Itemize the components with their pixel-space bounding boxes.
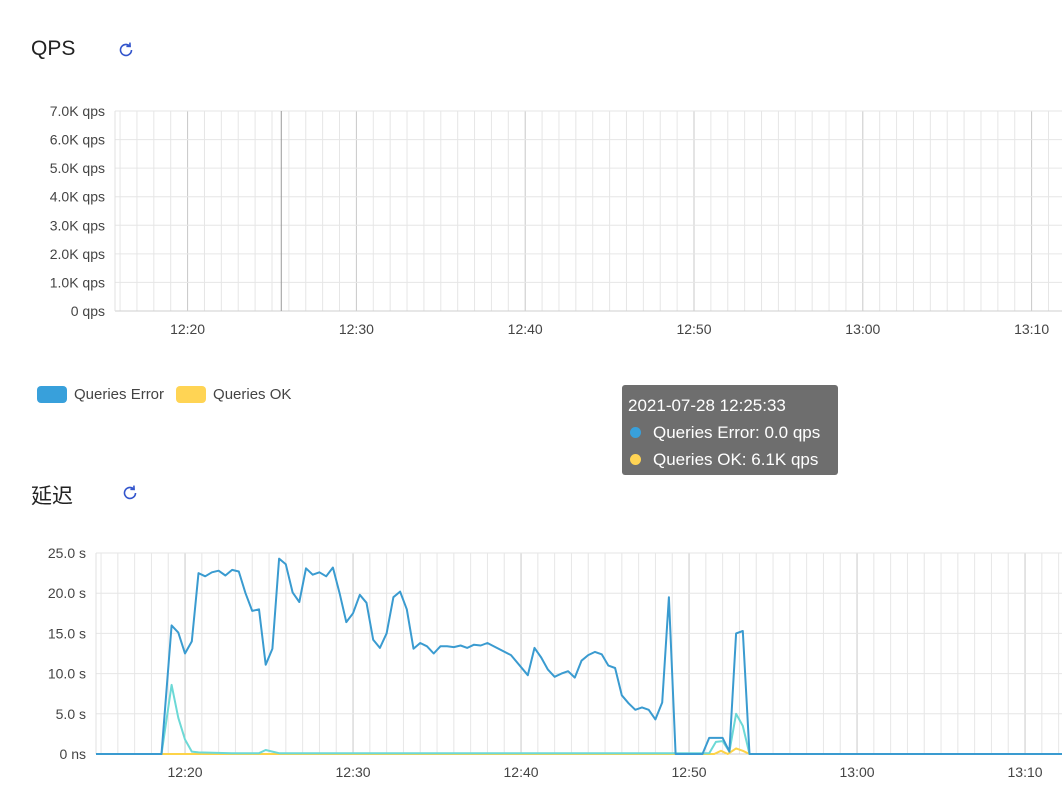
latency-title: 延迟 bbox=[31, 485, 73, 508]
qps-y-tick-label: 3.0K qps bbox=[50, 217, 105, 233]
qps-y-tick-label: 6.0K qps bbox=[50, 132, 105, 148]
latency-y-tick-label: 15.0 s bbox=[48, 625, 86, 641]
latency-x-tick-label: 12:30 bbox=[336, 764, 371, 780]
qps-refresh-icon[interactable] bbox=[116, 40, 136, 60]
qps-x-tick-label: 13:00 bbox=[845, 321, 880, 337]
legend-swatch-queries-error bbox=[37, 386, 67, 403]
tooltip-time: 2021-07-28 12:25:33 bbox=[628, 396, 786, 415]
latency-x-tick-label: 12:40 bbox=[504, 764, 539, 780]
legend-label-queries-error: Queries Error bbox=[74, 386, 165, 403]
qps-y-tick-label: 7.0K qps bbox=[50, 103, 105, 119]
latency-y-tick-label: 20.0 s bbox=[48, 585, 86, 601]
qps-y-tick-label: 1.0K qps bbox=[50, 274, 105, 290]
latency-y-tick-label: 25.0 s bbox=[48, 545, 86, 561]
latency-refresh-icon[interactable] bbox=[120, 483, 140, 503]
tooltip-dot-queries-ok bbox=[630, 454, 641, 465]
latency-y-tick-label: 0 ns bbox=[60, 746, 86, 762]
qps-x-tick-label: 12:50 bbox=[676, 321, 711, 337]
qps-y-tick-label: 0 qps bbox=[71, 303, 105, 319]
qps-x-tick-label: 12:20 bbox=[170, 321, 205, 337]
legend-item-queries-error[interactable]: Queries Error bbox=[37, 386, 164, 403]
latency-x-tick-label: 13:00 bbox=[840, 764, 875, 780]
latency-y-tick-label: 5.0 s bbox=[56, 706, 86, 722]
tooltip-dot-queries-error bbox=[630, 427, 641, 438]
tooltip-label-queries-ok: Queries OK: 6.1K qps bbox=[653, 449, 819, 469]
qps-chart: 0 qps 1.0K qps 2.0K qps 3.0K qps 4.0K qps 5.0… bbox=[50, 103, 1062, 337]
latency-y-tick-label: 10.0 s bbox=[48, 666, 86, 682]
latency-x-tick-label: 12:20 bbox=[168, 764, 203, 780]
tooltip-row-queries-ok: Queries OK: 6.1K qps bbox=[628, 446, 832, 473]
qps-x-tick-label: 12:30 bbox=[339, 321, 374, 337]
chart-tooltip: 2021-07-28 12:25:33 Queries Error: 0.0 q… bbox=[622, 385, 838, 475]
qps-y-tick-label: 4.0K qps bbox=[50, 189, 105, 205]
latency-line-queries-ok bbox=[96, 683, 1062, 755]
qps-y-tick-label: 5.0K qps bbox=[50, 160, 105, 176]
tooltip-label-queries-error: Queries Error: 0.0 qps bbox=[653, 422, 821, 442]
tooltip-row-queries-error: Queries Error: 0.0 qps bbox=[628, 419, 832, 446]
legend-swatch-queries-ok bbox=[176, 386, 207, 403]
qps-x-tick-label: 13:10 bbox=[1014, 321, 1049, 337]
legend-label-queries-ok: Queries OK bbox=[213, 386, 292, 403]
legend-item-queries-ok[interactable]: Queries OK bbox=[176, 386, 291, 403]
latency-line-queries-error bbox=[96, 557, 1062, 755]
legend: Queries Error Queries OK bbox=[37, 386, 303, 403]
qps-y-tick-label: 2.0K qps bbox=[50, 246, 105, 262]
latency-x-tick-label: 12:50 bbox=[672, 764, 707, 780]
qps-x-tick-label: 12:40 bbox=[508, 321, 543, 337]
qps-title: QPS bbox=[31, 37, 76, 60]
latency-x-tick-label: 13:10 bbox=[1008, 764, 1043, 780]
